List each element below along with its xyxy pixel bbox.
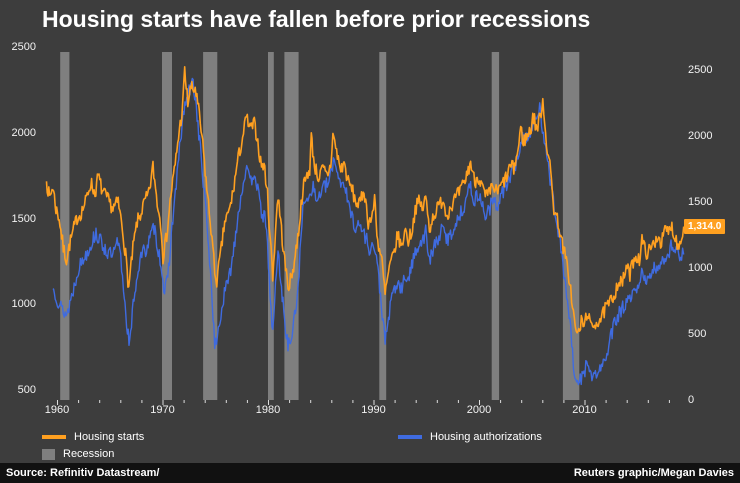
series-line-starts bbox=[45, 66, 685, 334]
x-axis-tick bbox=[331, 400, 333, 403]
recession-band bbox=[268, 52, 274, 400]
x-axis-tick bbox=[394, 400, 396, 403]
x-axis-tick bbox=[162, 400, 164, 405]
x-axis-tick bbox=[500, 400, 502, 403]
x-axis-tick bbox=[310, 400, 312, 403]
x-axis-tick bbox=[141, 400, 143, 403]
footer-bar: Source: Refinitiv Datastream/ Reuters gr… bbox=[0, 463, 740, 483]
x-axis-tick bbox=[268, 400, 269, 405]
source-text: Source: Refinitiv Datastream/ bbox=[6, 467, 160, 479]
right-axis-label: 2000 bbox=[688, 130, 713, 142]
right-axis-label: 1500 bbox=[688, 196, 713, 208]
x-axis-tick bbox=[668, 400, 670, 403]
x-axis-label: 1980 bbox=[255, 404, 281, 416]
recession-band bbox=[284, 52, 299, 400]
recession-band bbox=[162, 52, 172, 400]
recession-band bbox=[60, 52, 70, 400]
left-axis-label: 500 bbox=[17, 384, 36, 396]
legend-label: Housing authorizations bbox=[430, 431, 542, 443]
legend-swatch-line bbox=[42, 435, 66, 439]
x-axis-tick bbox=[246, 400, 248, 403]
legend-item-housing-starts: Housing starts bbox=[42, 431, 144, 443]
x-axis-tick bbox=[204, 400, 206, 403]
left-axis-label: 1500 bbox=[11, 212, 36, 225]
right-axis-label: 0 bbox=[688, 394, 695, 406]
x-axis-tick bbox=[289, 400, 291, 403]
x-axis-tick bbox=[479, 400, 480, 405]
left-axis-label: 2500 bbox=[11, 41, 36, 53]
x-axis-tick bbox=[225, 400, 227, 403]
x-axis-tick bbox=[647, 400, 649, 403]
x-axis-tick bbox=[120, 400, 122, 403]
x-axis-tick bbox=[457, 400, 459, 403]
x-axis-tick bbox=[542, 400, 544, 403]
x-axis-label: 1970 bbox=[150, 404, 175, 416]
legend-swatch-recession bbox=[42, 448, 55, 460]
x-axis-tick bbox=[373, 400, 375, 405]
x-axis-tick bbox=[605, 400, 607, 403]
x-axis-tick bbox=[57, 400, 58, 405]
recession-band bbox=[379, 52, 387, 400]
x-axis-tick bbox=[584, 400, 586, 405]
legend-label: Recession bbox=[63, 448, 115, 460]
left-axis-label: 2000 bbox=[11, 126, 36, 139]
legend-swatch-line bbox=[398, 435, 422, 439]
legend-label: Housing starts bbox=[74, 431, 145, 443]
x-axis-label: 2000 bbox=[466, 404, 492, 416]
legend-item-housing-authorizations: Housing authorizations bbox=[398, 431, 542, 443]
recession-band bbox=[491, 52, 500, 400]
x-axis-tick bbox=[352, 400, 354, 403]
x-axis-tick bbox=[415, 400, 417, 403]
x-axis-tick bbox=[99, 400, 101, 403]
x-axis-label: 2010 bbox=[572, 404, 597, 416]
x-axis-label: 1960 bbox=[44, 404, 70, 416]
x-axis-tick bbox=[626, 400, 628, 403]
right-axis-label: 1000 bbox=[688, 262, 713, 274]
right-axis-label: 2500 bbox=[688, 64, 713, 76]
last-value-badge: 1,314.0 bbox=[684, 218, 726, 234]
x-axis-tick bbox=[521, 400, 523, 403]
x-axis-tick bbox=[436, 400, 438, 403]
chart-title: Housing starts have fallen before prior … bbox=[42, 6, 591, 32]
legend-item-recession: Recession bbox=[42, 448, 114, 460]
right-axis-label: 500 bbox=[688, 328, 707, 340]
x-axis-tick bbox=[78, 400, 80, 403]
x-axis-tick bbox=[563, 400, 565, 403]
series-line-authorizations bbox=[52, 77, 685, 386]
left-axis-label: 1000 bbox=[11, 298, 36, 311]
x-axis-tick bbox=[183, 400, 185, 403]
recession-band bbox=[562, 52, 580, 400]
credit-text: Reuters graphic/Megan Davies bbox=[573, 467, 734, 479]
x-axis-label: 1990 bbox=[361, 404, 386, 416]
